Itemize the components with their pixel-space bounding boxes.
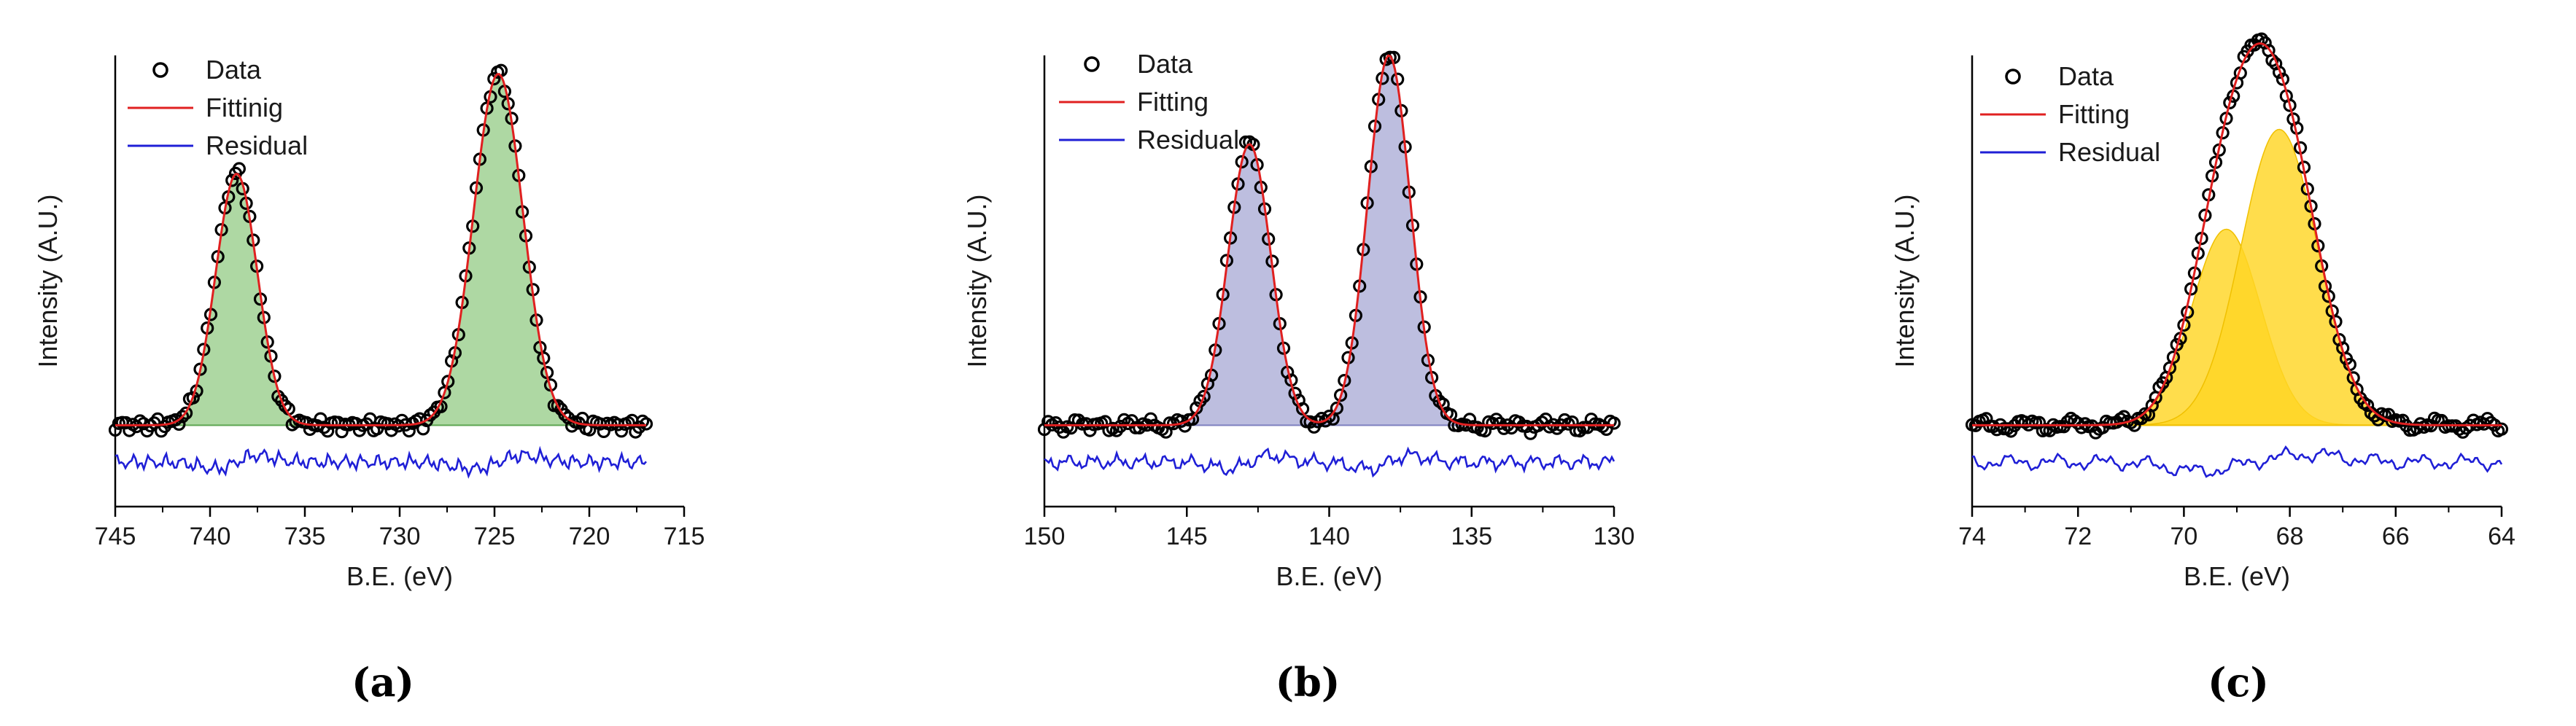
panel-caption: (b) <box>1276 659 1341 706</box>
x-tick-label: 725 <box>474 523 516 550</box>
legend-fit-label: Fittinig <box>206 93 283 122</box>
data-point <box>2346 371 2360 385</box>
legend-fit-label: Fitting <box>2058 99 2130 129</box>
panel-caption: (a) <box>352 659 414 706</box>
legend-residual-label: Residual <box>2058 137 2160 167</box>
data-point <box>1197 389 1211 404</box>
legend-data-marker <box>2005 69 2021 85</box>
data-point <box>558 407 572 421</box>
x-tick-label: 745 <box>95 523 136 550</box>
data-point <box>278 399 292 413</box>
peak-area-1 <box>1044 144 1614 426</box>
x-tick-label: 74 <box>1958 523 1986 550</box>
fit-curve <box>1044 54 1614 426</box>
data-point <box>2166 351 2180 364</box>
x-tick-label: 740 <box>190 523 231 550</box>
legend: Data Fittinig Residual <box>128 55 308 160</box>
data-point <box>551 399 565 413</box>
data-point <box>1133 421 1147 435</box>
legend-data-marker <box>1084 56 1100 72</box>
legend-data-label: Data <box>1137 49 1193 79</box>
data-point <box>1333 389 1348 402</box>
legend: Data Fitting Residual <box>1980 61 2160 167</box>
data-point <box>487 71 501 86</box>
residual-curve <box>115 445 647 479</box>
x-axis-label: B.E. (eV) <box>1276 561 1382 591</box>
x-tick-label: 135 <box>1451 523 1492 550</box>
x-tick-label: 70 <box>2170 523 2197 550</box>
residual-curve <box>1044 446 1615 478</box>
x-axis-label: B.E. (eV) <box>346 561 453 591</box>
data-point <box>1330 401 1344 415</box>
chart-panel-b: 150 145 140 135 130 B.E. (eV) Intensity (A.U.)… <box>962 49 1634 706</box>
data-point <box>1113 419 1128 434</box>
y-axis-label: Intensity (A.U.) <box>962 194 992 367</box>
x-tick-label: 720 <box>569 523 610 550</box>
data-point <box>2494 422 2509 436</box>
legend-data-label: Data <box>206 55 262 85</box>
fit-curve <box>1972 42 2502 426</box>
y-axis-label: Intensity (A.U.) <box>1890 194 1920 367</box>
peak-area-2 <box>1972 128 2502 426</box>
chart-panel-c: 74 72 70 68 66 64 B.E. (eV) Intensity (A.U.) Dat… <box>1890 32 2515 706</box>
y-axis-label: Intensity (A.U.) <box>33 194 63 367</box>
x-tick-label: 735 <box>284 523 326 550</box>
data-point <box>268 370 282 383</box>
x-tick-label: 140 <box>1308 523 1350 550</box>
data-point <box>1185 412 1200 426</box>
data-point <box>1295 402 1310 416</box>
data-point <box>639 417 653 431</box>
data-point <box>2276 72 2289 86</box>
x-tick-label: 72 <box>2064 523 2092 550</box>
x-tick-label: 130 <box>1594 523 1635 550</box>
peak-area-2 <box>1044 55 1614 426</box>
data-point <box>1235 155 1249 169</box>
chart-panel-a: 745 740 735 730 725 720 715 B.E. (eV) Intensity … <box>33 55 705 706</box>
legend: Data Fitting Residual <box>1059 49 1239 155</box>
panel-caption: (c) <box>2208 659 2269 706</box>
x-axis-label: B.E. (eV) <box>2184 561 2290 591</box>
fit-curve <box>115 73 646 426</box>
data-point <box>2361 398 2375 413</box>
x-tick-label: 145 <box>1166 523 1208 550</box>
data-point <box>2184 282 2198 296</box>
x-tick-label: 64 <box>2488 523 2515 550</box>
data-point <box>2223 95 2237 109</box>
legend-data-marker <box>152 62 168 78</box>
data-point <box>2145 399 2159 413</box>
data-point <box>179 406 193 420</box>
residual-curve <box>1971 445 2503 478</box>
x-tick-label: 66 <box>2382 523 2410 550</box>
data-point <box>441 375 455 389</box>
data-point <box>225 173 239 187</box>
x-tick-label: 150 <box>1024 523 1066 550</box>
legend-residual-label: Residual <box>1137 125 1239 155</box>
legend-data-label: Data <box>2058 61 2114 91</box>
legend-fit-label: Fitting <box>1137 87 1209 117</box>
legend-residual-label: Residual <box>206 130 308 160</box>
x-tick-label: 715 <box>664 523 705 550</box>
data-point <box>186 391 200 405</box>
data-point <box>176 410 190 424</box>
data-point <box>2283 98 2297 112</box>
x-tick-label: 730 <box>379 523 421 550</box>
data-point <box>1607 416 1621 430</box>
x-tick-label: 68 <box>2276 523 2304 550</box>
